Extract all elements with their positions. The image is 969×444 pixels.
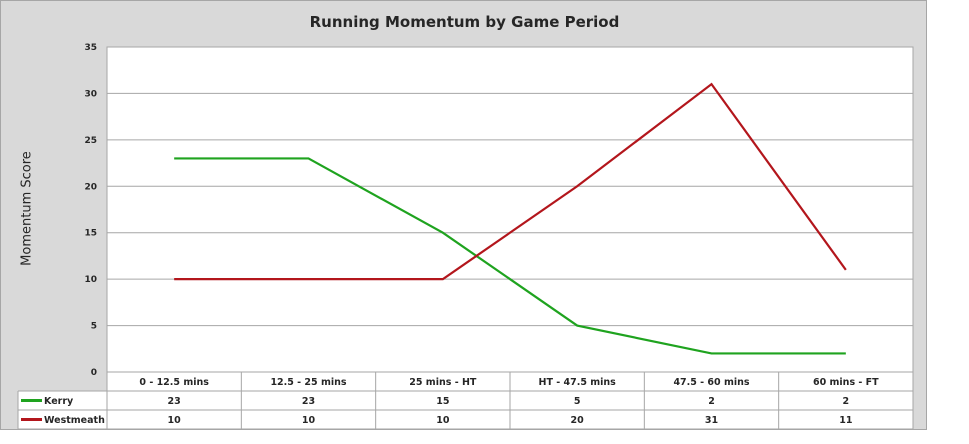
legend-label: Kerry <box>44 396 74 407</box>
y-tick-labels: 0 5 10 15 20 25 30 35 <box>84 43 97 378</box>
table-value: 2 <box>708 396 715 407</box>
data-table: 0 - 12.5 mins 12.5 - 25 mins 25 mins - HT H… <box>17 371 914 430</box>
y-tick-label: 15 <box>84 229 97 239</box>
table-value: 10 <box>436 415 450 426</box>
series-line-kerry <box>174 157 846 355</box>
y-tick-label: 10 <box>84 275 97 285</box>
chart-title: Running Momentum by Game Period <box>309 13 620 31</box>
y-tick-label: 30 <box>84 89 97 99</box>
table-value: 15 <box>436 396 449 407</box>
table-value: 23 <box>302 396 315 407</box>
series-line-westmeath <box>174 82 847 281</box>
x-category-label: 60 mins - FT <box>813 377 879 388</box>
table-value: 10 <box>302 415 316 426</box>
plot-area <box>106 46 914 373</box>
y-tick-label: 20 <box>84 182 97 192</box>
table-value: 2 <box>843 396 850 407</box>
table-value: 20 <box>571 415 585 426</box>
table-value: 11 <box>839 415 852 426</box>
table-value: 31 <box>705 415 718 426</box>
y-tick-label: 0 <box>91 368 97 378</box>
y-tick-label: 35 <box>84 43 97 53</box>
series-lines <box>174 82 847 355</box>
table-value: 5 <box>574 396 581 407</box>
legend-label: Westmeath <box>44 415 105 426</box>
x-category-label: 12.5 - 25 mins <box>270 377 346 388</box>
y-tick-label: 25 <box>84 136 97 146</box>
x-category-label: HT - 47.5 mins <box>539 377 617 388</box>
right-gutter <box>927 0 969 444</box>
table-value: 23 <box>168 396 181 407</box>
y-tick-label: 5 <box>91 322 97 332</box>
x-category-label: 47.5 - 60 mins <box>673 377 749 388</box>
x-category-label: 25 mins - HT <box>409 377 477 388</box>
table-value: 10 <box>168 415 182 426</box>
x-category-label: 0 - 12.5 mins <box>139 377 209 388</box>
